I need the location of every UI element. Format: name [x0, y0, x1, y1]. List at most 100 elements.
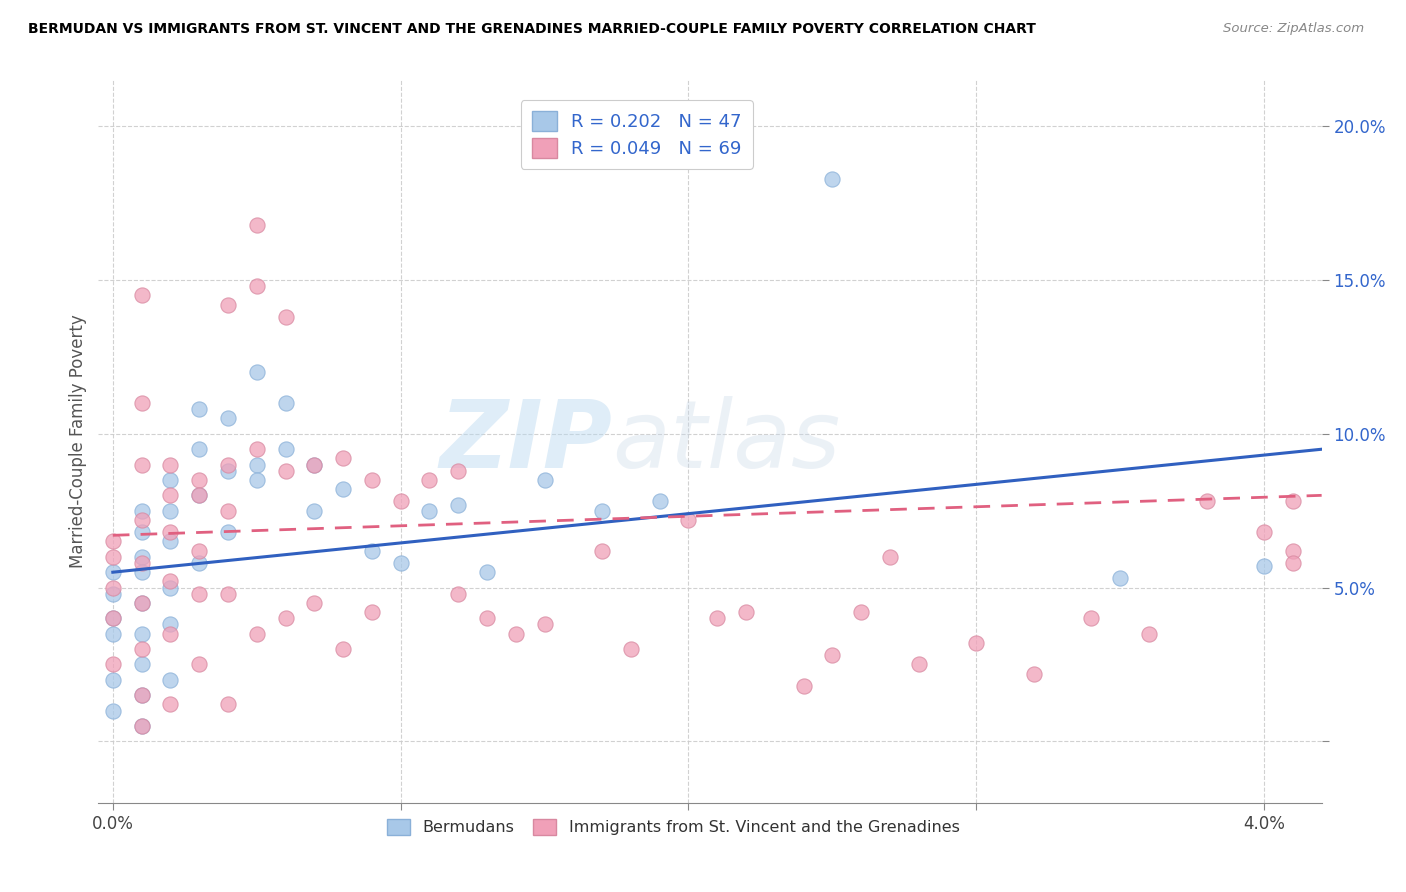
Point — [706, 611, 728, 625]
Point — [159, 673, 181, 687]
Point — [217, 698, 239, 712]
Text: Source: ZipAtlas.com: Source: ZipAtlas.com — [1223, 22, 1364, 36]
Legend: Bermudans, Immigrants from St. Vincent and the Grenadines: Bermudans, Immigrants from St. Vincent a… — [381, 813, 966, 842]
Point — [246, 473, 269, 487]
Point — [1080, 611, 1102, 625]
Point — [1282, 494, 1305, 508]
Point — [188, 442, 211, 457]
Point — [246, 218, 269, 232]
Point — [304, 504, 326, 518]
Point — [217, 525, 239, 540]
Point — [965, 636, 987, 650]
Point — [533, 617, 555, 632]
Point — [101, 611, 124, 625]
Point — [332, 642, 354, 657]
Point — [131, 688, 153, 702]
Point — [735, 605, 758, 619]
Point — [1022, 666, 1045, 681]
Point — [360, 543, 382, 558]
Point — [246, 626, 269, 640]
Point — [131, 504, 153, 518]
Point — [475, 611, 498, 625]
Point — [101, 704, 124, 718]
Point — [159, 581, 181, 595]
Point — [274, 396, 297, 410]
Point — [131, 458, 153, 472]
Point — [447, 587, 470, 601]
Point — [188, 488, 211, 502]
Point — [217, 464, 239, 478]
Point — [159, 534, 181, 549]
Point — [159, 617, 181, 632]
Point — [101, 657, 124, 672]
Point — [246, 442, 269, 457]
Point — [505, 626, 527, 640]
Point — [1195, 494, 1218, 508]
Point — [131, 719, 153, 733]
Point — [274, 611, 297, 625]
Point — [131, 288, 153, 302]
Point — [101, 587, 124, 601]
Point — [274, 442, 297, 457]
Point — [217, 587, 239, 601]
Point — [591, 504, 613, 518]
Point — [793, 679, 815, 693]
Point — [131, 596, 153, 610]
Point — [159, 504, 181, 518]
Point — [217, 411, 239, 425]
Point — [131, 549, 153, 564]
Point — [304, 458, 326, 472]
Point — [159, 525, 181, 540]
Point — [879, 549, 901, 564]
Point — [1137, 626, 1160, 640]
Point — [188, 402, 211, 417]
Point — [246, 458, 269, 472]
Point — [188, 543, 211, 558]
Point — [246, 365, 269, 379]
Point — [447, 498, 470, 512]
Point — [101, 673, 124, 687]
Point — [418, 473, 440, 487]
Point — [274, 310, 297, 324]
Point — [101, 581, 124, 595]
Point — [1109, 571, 1132, 585]
Point — [188, 473, 211, 487]
Point — [1253, 525, 1275, 540]
Point — [131, 719, 153, 733]
Point — [131, 626, 153, 640]
Point — [188, 587, 211, 601]
Point — [131, 525, 153, 540]
Point — [1282, 556, 1305, 570]
Point — [447, 464, 470, 478]
Point — [418, 504, 440, 518]
Point — [131, 513, 153, 527]
Point — [1253, 559, 1275, 574]
Point — [332, 482, 354, 496]
Point — [101, 549, 124, 564]
Point — [131, 565, 153, 579]
Point — [304, 458, 326, 472]
Point — [188, 488, 211, 502]
Point — [101, 534, 124, 549]
Point — [821, 648, 844, 663]
Point — [620, 642, 643, 657]
Point — [360, 605, 382, 619]
Point — [678, 513, 700, 527]
Point — [217, 298, 239, 312]
Point — [188, 556, 211, 570]
Point — [821, 171, 844, 186]
Point — [591, 543, 613, 558]
Point — [131, 556, 153, 570]
Point — [246, 279, 269, 293]
Point — [475, 565, 498, 579]
Point — [533, 473, 555, 487]
Point — [648, 494, 671, 508]
Point — [159, 458, 181, 472]
Point — [131, 396, 153, 410]
Point — [159, 626, 181, 640]
Text: atlas: atlas — [612, 396, 841, 487]
Point — [131, 657, 153, 672]
Point — [217, 458, 239, 472]
Point — [159, 574, 181, 589]
Text: BERMUDAN VS IMMIGRANTS FROM ST. VINCENT AND THE GRENADINES MARRIED-COUPLE FAMILY: BERMUDAN VS IMMIGRANTS FROM ST. VINCENT … — [28, 22, 1036, 37]
